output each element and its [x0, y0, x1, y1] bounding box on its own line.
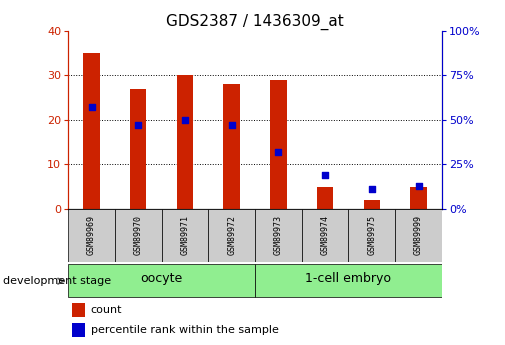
Text: GSM89974: GSM89974 — [321, 216, 330, 255]
Bar — [255, 264, 442, 297]
Bar — [130, 89, 146, 209]
Text: count: count — [90, 305, 122, 315]
Text: oocyte: oocyte — [140, 272, 183, 285]
Point — [228, 122, 236, 128]
Text: percentile rank within the sample: percentile rank within the sample — [90, 325, 278, 335]
Point — [274, 149, 282, 155]
Text: GSM89999: GSM89999 — [414, 216, 423, 255]
Text: GSM89970: GSM89970 — [134, 216, 143, 255]
Bar — [72, 324, 85, 337]
Text: development stage: development stage — [3, 276, 111, 286]
Bar — [177, 76, 193, 209]
Bar — [224, 85, 240, 209]
Text: 1-cell embryo: 1-cell embryo — [306, 272, 391, 285]
Text: GSM89972: GSM89972 — [227, 216, 236, 255]
Bar — [83, 53, 99, 209]
Point — [134, 122, 142, 128]
Bar — [317, 187, 333, 209]
Title: GDS2387 / 1436309_at: GDS2387 / 1436309_at — [166, 13, 344, 30]
Bar — [302, 209, 348, 262]
Bar — [395, 209, 442, 262]
Text: GSM89975: GSM89975 — [367, 216, 376, 255]
Bar — [270, 80, 286, 209]
Bar — [364, 200, 380, 209]
Point — [321, 172, 329, 178]
Bar — [162, 209, 209, 262]
Bar — [255, 209, 302, 262]
Bar — [208, 209, 255, 262]
Point — [181, 117, 189, 122]
Text: GSM89969: GSM89969 — [87, 216, 96, 255]
Text: GSM89973: GSM89973 — [274, 216, 283, 255]
Bar — [68, 209, 115, 262]
Bar — [68, 264, 255, 297]
Bar — [411, 187, 427, 209]
Point — [368, 186, 376, 192]
Point — [87, 105, 95, 110]
Text: GSM89971: GSM89971 — [180, 216, 189, 255]
Point — [415, 183, 423, 188]
Bar — [72, 303, 85, 317]
Bar — [348, 209, 395, 262]
Bar — [115, 209, 162, 262]
